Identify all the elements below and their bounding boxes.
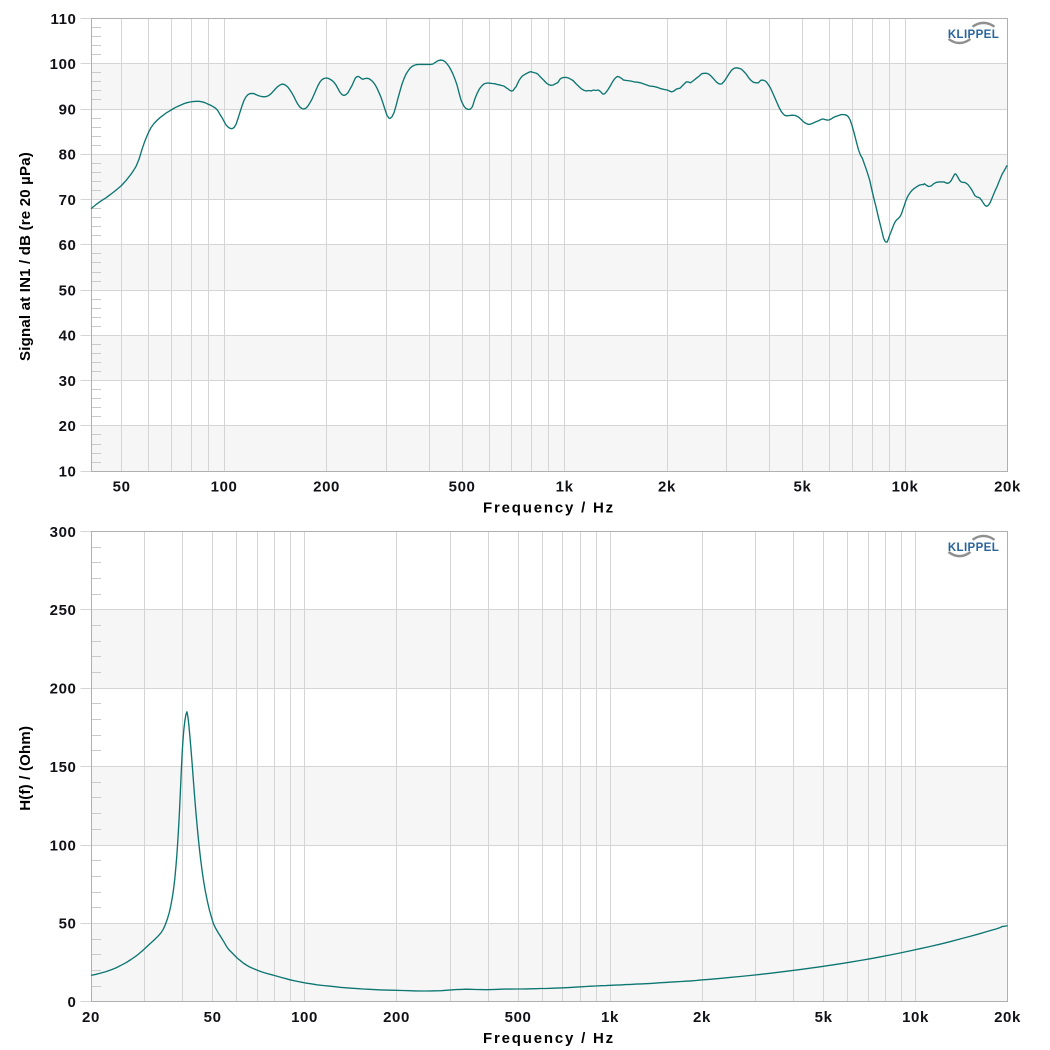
- svg-text:10k: 10k: [892, 479, 919, 496]
- svg-text:40: 40: [59, 328, 77, 345]
- svg-text:Signal at IN1 / dB (re 20 µPa): Signal at IN1 / dB (re 20 µPa): [17, 152, 34, 361]
- svg-text:100: 100: [291, 1009, 318, 1026]
- svg-text:10: 10: [59, 464, 77, 481]
- svg-text:150: 150: [50, 759, 77, 776]
- svg-text:5k: 5k: [815, 1009, 833, 1026]
- svg-text:300: 300: [50, 524, 77, 541]
- svg-text:110: 110: [51, 11, 77, 28]
- svg-text:KLIPPEL: KLIPPEL: [948, 29, 999, 41]
- svg-text:Frequency / Hz: Frequency / Hz: [483, 1030, 615, 1047]
- svg-text:60: 60: [59, 237, 77, 254]
- svg-text:500: 500: [505, 1009, 532, 1026]
- svg-text:2k: 2k: [693, 1009, 711, 1026]
- svg-text:250: 250: [50, 602, 77, 619]
- svg-text:1k: 1k: [601, 1009, 619, 1026]
- svg-text:200: 200: [313, 479, 340, 496]
- svg-text:20: 20: [59, 418, 77, 435]
- svg-text:100: 100: [211, 479, 238, 496]
- svg-text:H(f) / (Ohm): H(f) / (Ohm): [17, 726, 34, 811]
- svg-text:30: 30: [59, 373, 77, 390]
- svg-text:Frequency / Hz: Frequency / Hz: [483, 500, 615, 517]
- svg-text:50: 50: [113, 479, 131, 496]
- svg-text:20: 20: [82, 1009, 100, 1026]
- svg-text:50: 50: [59, 282, 77, 299]
- svg-text:100: 100: [50, 837, 77, 854]
- svg-text:2k: 2k: [658, 479, 676, 496]
- svg-text:200: 200: [383, 1009, 410, 1026]
- svg-text:90: 90: [59, 101, 77, 118]
- svg-text:10k: 10k: [902, 1009, 929, 1026]
- svg-text:20k: 20k: [994, 1009, 1021, 1026]
- svg-text:50: 50: [204, 1009, 222, 1026]
- svg-text:5k: 5k: [794, 479, 812, 496]
- svg-text:KLIPPEL: KLIPPEL: [948, 542, 999, 554]
- svg-text:20k: 20k: [994, 479, 1021, 496]
- svg-text:500: 500: [449, 479, 476, 496]
- svg-text:1k: 1k: [556, 479, 574, 496]
- svg-text:100: 100: [50, 56, 77, 73]
- svg-text:80: 80: [59, 147, 77, 164]
- svg-text:70: 70: [59, 192, 77, 209]
- svg-text:200: 200: [50, 681, 77, 698]
- svg-text:50: 50: [59, 916, 77, 933]
- svg-text:0: 0: [68, 994, 77, 1011]
